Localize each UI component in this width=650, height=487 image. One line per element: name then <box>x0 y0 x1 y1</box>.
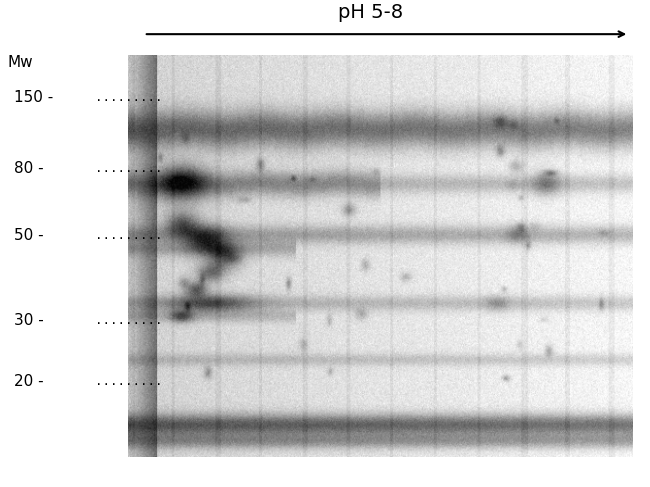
Text: .........: ......... <box>96 162 162 175</box>
Text: Mw: Mw <box>8 55 34 70</box>
Text: .........: ......... <box>96 228 162 242</box>
Text: 50 -: 50 - <box>14 227 44 243</box>
Text: 80 -: 80 - <box>14 161 44 176</box>
Text: 30 -: 30 - <box>14 313 44 328</box>
Text: 150 -: 150 - <box>14 91 53 106</box>
Text: .........: ......... <box>96 375 162 388</box>
Text: 20 -: 20 - <box>14 374 44 389</box>
Text: .........: ......... <box>96 92 162 105</box>
Text: .........: ......... <box>96 314 162 327</box>
Text: pH 5-8: pH 5-8 <box>338 3 403 22</box>
